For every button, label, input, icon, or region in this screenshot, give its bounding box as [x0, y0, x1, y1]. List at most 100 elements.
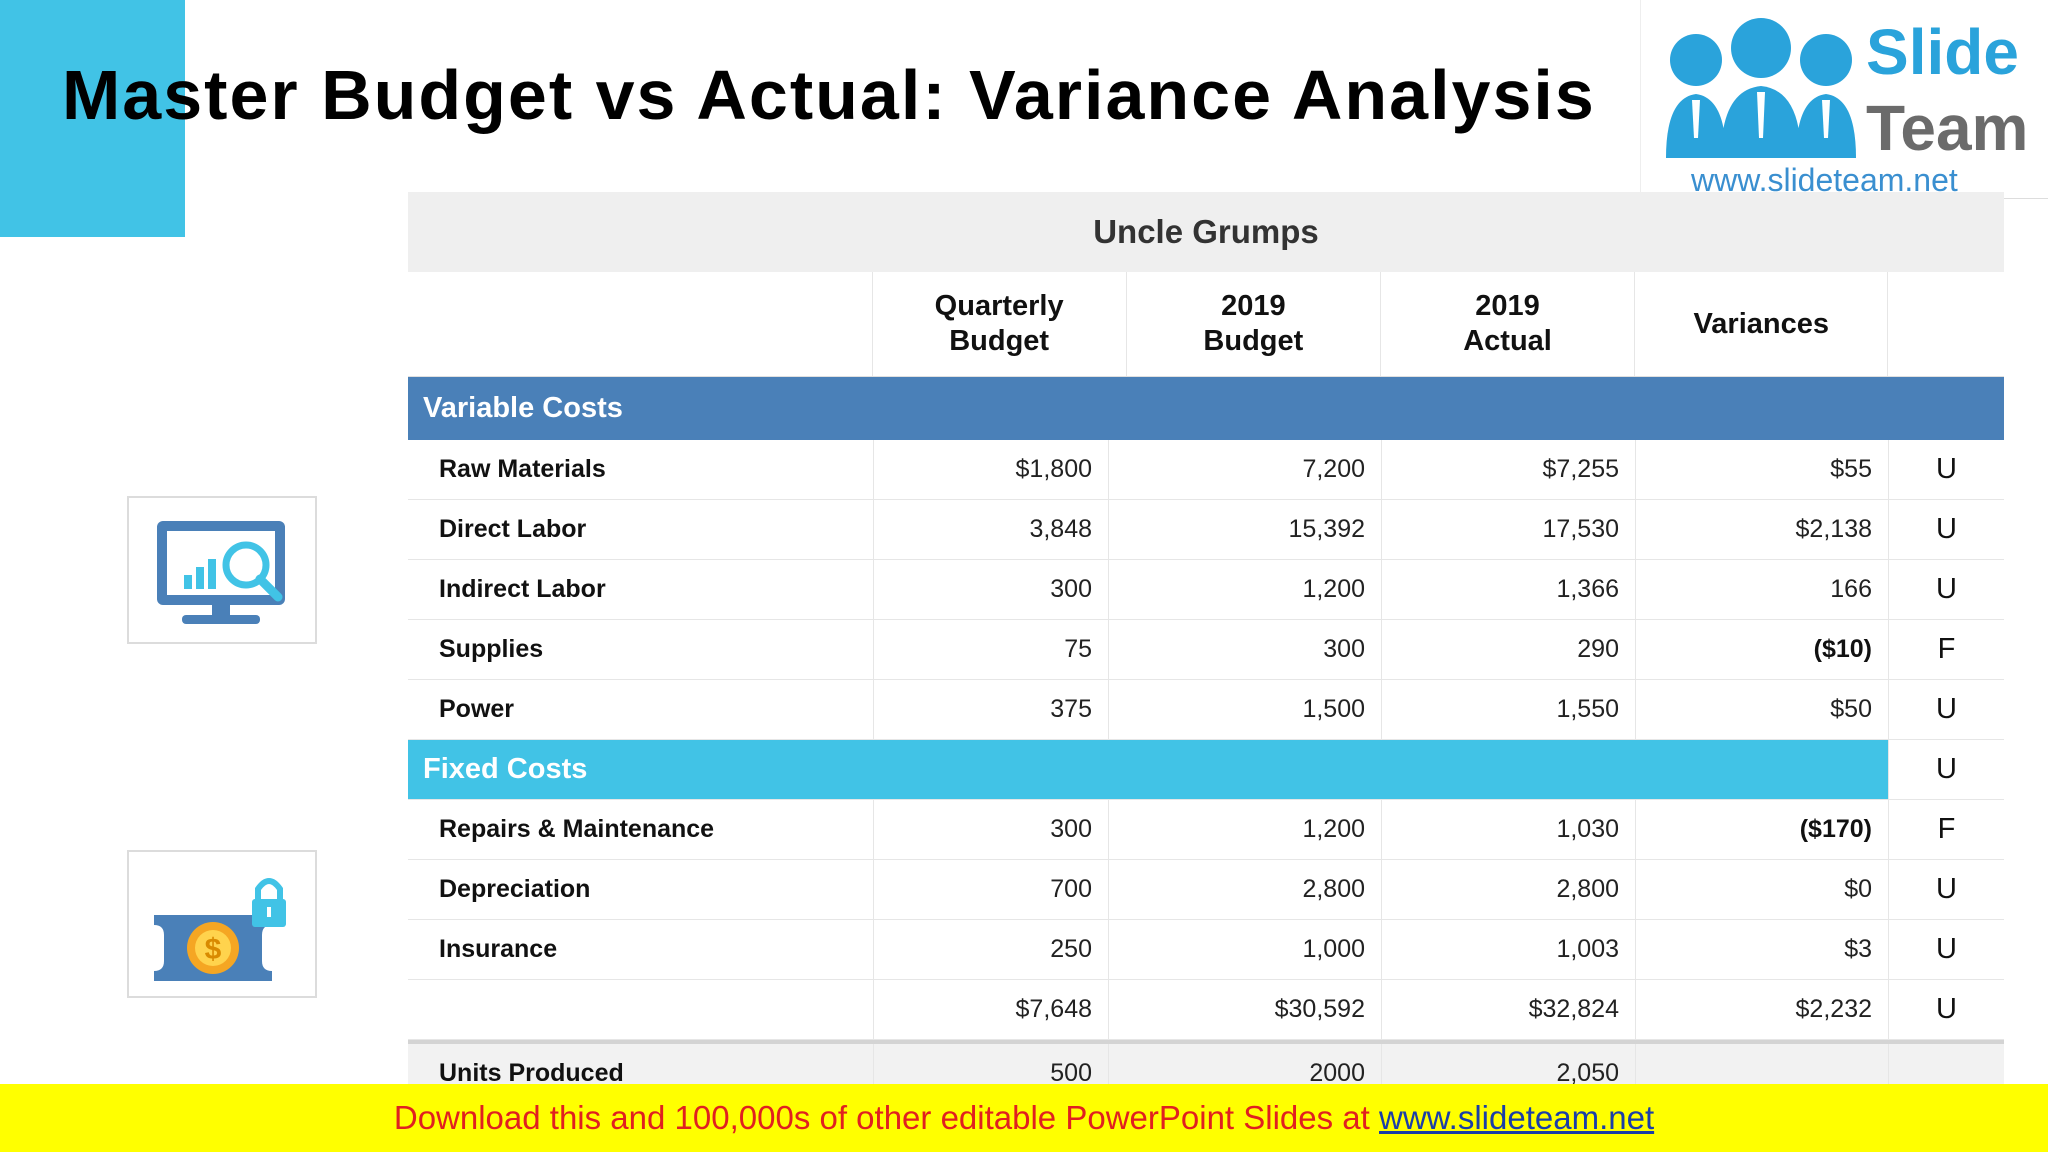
money-lock-icon: $ [154, 878, 286, 981]
fixed-rows: Repairs & Maintenance 300 1,200 1,030 ($170)… [408, 800, 2004, 1040]
accent-block [0, 0, 185, 237]
table-row: Raw Materials $1,800 7,200 $7,255 $55 U [408, 440, 2004, 500]
table-row: Direct Labor 3,848 15,392 17,530 $2,138 U [408, 500, 2004, 560]
variance-flag-cell: F [1888, 800, 2004, 859]
table-row: Indirect Labor 300 1,200 1,366 166 U [408, 560, 2004, 620]
actual-2019-cell: $32,824 [1381, 980, 1635, 1039]
table-row: Depreciation 700 2,800 2,800 $0 U [408, 860, 2004, 920]
row-label: Units Produced [439, 1059, 624, 1087]
footer-link[interactable]: www.slideteam.net [1379, 1099, 1655, 1136]
variance-table: Uncle Grumps Quarterly Budget 2019 Budget … [408, 192, 2004, 1103]
row-label: Depreciation [439, 875, 591, 903]
quarterly-budget-cell: 375 [873, 680, 1108, 739]
quarterly-budget-cell: 700 [873, 860, 1108, 919]
table-row: Repairs & Maintenance 300 1,200 1,030 ($170)… [408, 800, 2004, 860]
quarterly-budget-cell: 250 [873, 920, 1108, 979]
budget-2019-cell: 2000 [1108, 1044, 1381, 1103]
row-label [408, 980, 873, 1039]
variance-flag-cell: U [1888, 920, 2004, 979]
quarterly-budget-cell: 75 [873, 620, 1108, 679]
section-variable-label: Variable Costs [423, 392, 623, 424]
header-quarterly-line1: Quarterly [934, 290, 1064, 322]
section-variable-costs: Variable Costs [408, 377, 2004, 440]
row-label: Indirect Labor [439, 575, 606, 603]
header-flag [1887, 272, 2004, 376]
table-row: Insurance 250 1,000 1,003 $3 U [408, 920, 2004, 980]
row-label: Supplies [439, 635, 544, 663]
logo-word-slide: Slide [1866, 16, 2019, 88]
table-row: $7,648 $30,592 $32,824 $2,232 U [408, 980, 2004, 1040]
people-logo-icon [1666, 18, 1856, 158]
table-row: Power 375 1,500 1,550 $50 U [408, 680, 2004, 740]
budget-2019-cell: 2,800 [1108, 860, 1381, 919]
row-label: Repairs & Maintenance [439, 815, 715, 843]
quarterly-budget-cell: 300 [873, 800, 1108, 859]
header-empty [408, 272, 872, 376]
header-quarterly-budget: Quarterly Budget [871, 272, 1126, 376]
header-2019-budget: 2019 Budget [1125, 272, 1380, 376]
variance-flag-cell: U [1888, 980, 2004, 1039]
monitor-analytics-icon-box [127, 496, 317, 644]
variance-cell: ($170) [1635, 800, 1888, 859]
company-name: Uncle Grumps [408, 192, 2004, 272]
fixed-section-flag: U [1888, 740, 2004, 799]
header-2019-actual: 2019 Actual [1379, 272, 1634, 376]
svg-text:$: $ [205, 933, 222, 966]
header-quarterly-line2: Budget [949, 325, 1050, 357]
variance-cell: 166 [1635, 560, 1888, 619]
variance-cell: ($10) [1635, 620, 1888, 679]
variance-flag-cell: U [1888, 860, 2004, 919]
variance-cell [1635, 1044, 1888, 1103]
budget-2019-cell: 1,200 [1108, 800, 1381, 859]
actual-2019-cell: 2,800 [1381, 860, 1635, 919]
variance-cell: $2,232 [1635, 980, 1888, 1039]
budget-2019-cell: 7,200 [1108, 440, 1381, 499]
actual-2019-cell: 2,050 [1381, 1044, 1635, 1103]
actual-2019-cell: $7,255 [1381, 440, 1635, 499]
download-banner[interactable]: Download this and 100,000s of other edit… [0, 1084, 2048, 1152]
quarterly-budget-cell: 3,848 [873, 500, 1108, 559]
variance-flag-cell: U [1888, 560, 2004, 619]
header-actual-line2: Actual [1463, 325, 1552, 357]
slide-title: Master Budget vs Actual: Variance Analys… [62, 56, 1596, 134]
header-budget-line2: Budget [1203, 325, 1304, 357]
budget-2019-cell: 300 [1108, 620, 1381, 679]
quarterly-budget-cell: $7,648 [873, 980, 1108, 1039]
row-label: Power [439, 695, 515, 723]
row-label: Raw Materials [439, 455, 606, 483]
variance-flag-cell: U [1888, 680, 2004, 739]
actual-2019-cell: 1,550 [1381, 680, 1635, 739]
variance-flag-cell [1888, 1044, 2004, 1103]
actual-2019-cell: 1,003 [1381, 920, 1635, 979]
logo-word-team: Team [1866, 92, 2029, 164]
quarterly-budget-cell: 500 [873, 1044, 1108, 1103]
section-fixed-label: Fixed Costs [408, 740, 1888, 799]
row-label: Direct Labor [439, 515, 587, 543]
header-budget-line1: 2019 [1221, 290, 1286, 322]
budget-2019-cell: 1,000 [1108, 920, 1381, 979]
section-fixed-costs: Fixed Costs U [408, 740, 2004, 800]
variance-cell: $55 [1635, 440, 1888, 499]
variance-flag-cell: U [1888, 440, 2004, 499]
variable-rows: Raw Materials $1,800 7,200 $7,255 $55 U Direct… [408, 440, 2004, 740]
table-row: Supplies 75 300 290 ($10) F [408, 620, 2004, 680]
budget-2019-cell: 1,200 [1108, 560, 1381, 619]
row-label: Insurance [439, 935, 558, 963]
header-variances: Variances [1634, 272, 1887, 376]
table-header-row: Quarterly Budget 2019 Budget 2019 Actual Va… [408, 272, 2004, 377]
actual-2019-cell: 1,030 [1381, 800, 1635, 859]
actual-2019-cell: 290 [1381, 620, 1635, 679]
actual-2019-cell: 17,530 [1381, 500, 1635, 559]
variance-cell: $50 [1635, 680, 1888, 739]
quarterly-budget-cell: $1,800 [873, 440, 1108, 499]
budget-2019-cell: 15,392 [1108, 500, 1381, 559]
variance-flag-cell: U [1888, 500, 2004, 559]
variance-cell: $0 [1635, 860, 1888, 919]
budget-2019-cell: 1,500 [1108, 680, 1381, 739]
header-actual-line1: 2019 [1475, 290, 1540, 322]
footer-text: Download this and 100,000s of other edit… [393, 1099, 1379, 1136]
money-lock-icon-box: $ [127, 850, 317, 998]
actual-2019-cell: 1,366 [1381, 560, 1635, 619]
slideteam-logo[interactable]: Slide Team www.slideteam.net [1640, 0, 2048, 199]
variance-cell: $2,138 [1635, 500, 1888, 559]
